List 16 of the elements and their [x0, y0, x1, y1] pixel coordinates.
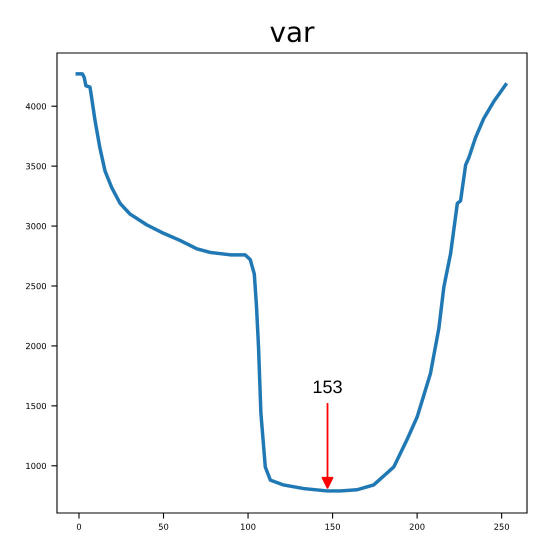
x-tick-label: 100: [241, 524, 256, 530]
y-tick-label: 1500: [26, 402, 46, 410]
y-tick-label: 4000: [26, 103, 46, 110]
y-tick-label: 2500: [26, 282, 46, 290]
line-series: [76, 72, 508, 493]
y-tick-label: 2000: [26, 342, 46, 350]
y-tick-label: 3500: [26, 163, 46, 170]
x-tick-label: 200: [410, 524, 425, 530]
y-tick-label: 1000: [26, 462, 46, 470]
annotation: 153: [314, 380, 342, 394]
x-tick-label: 250: [494, 524, 510, 530]
x-tick-label: 50: [158, 524, 168, 530]
chart-title: var: [270, 26, 314, 42]
y-tick-label: 3000: [26, 223, 46, 230]
x-tick-label: 0: [76, 524, 82, 530]
x-tick-label: 150: [326, 524, 340, 530]
